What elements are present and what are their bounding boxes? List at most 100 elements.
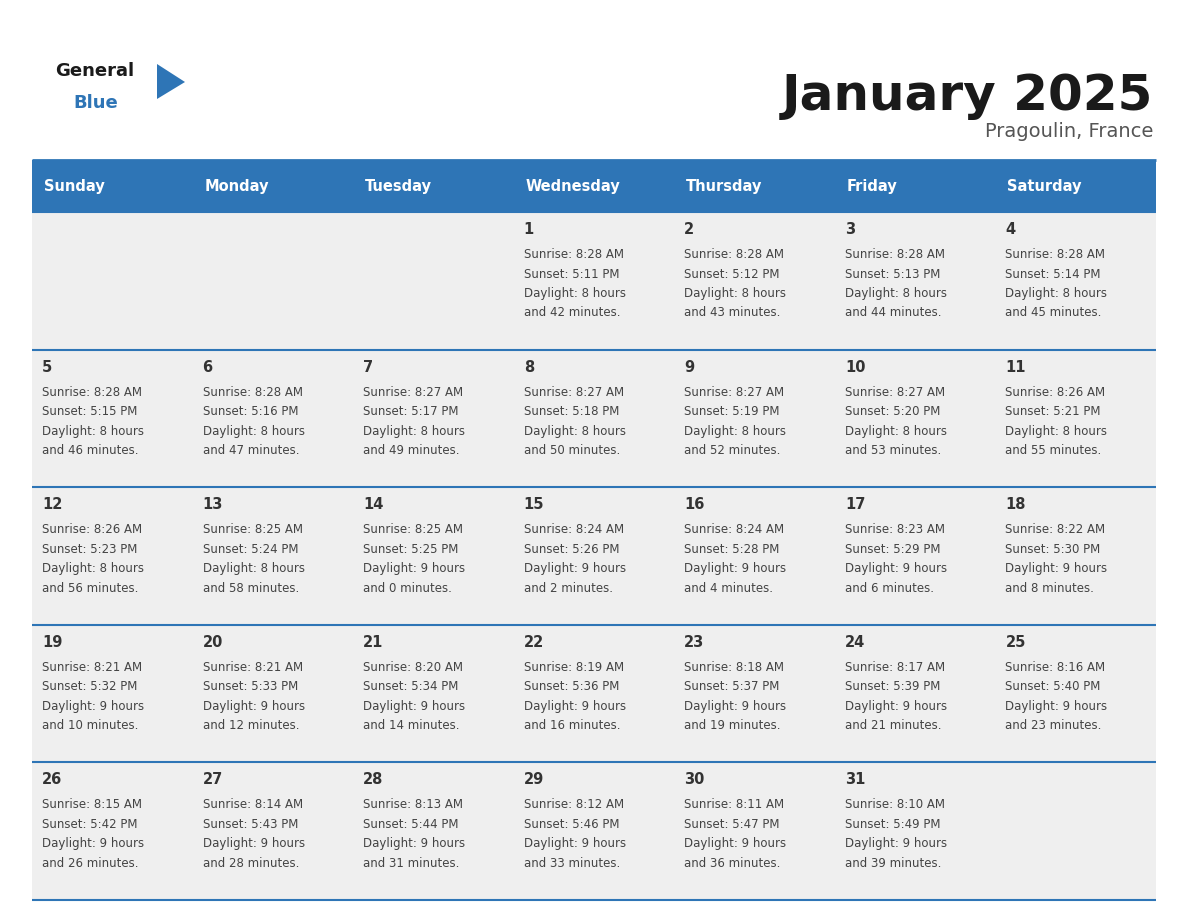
Text: Sunset: 5:42 PM: Sunset: 5:42 PM	[42, 818, 138, 831]
Text: Sunset: 5:47 PM: Sunset: 5:47 PM	[684, 818, 779, 831]
Bar	[32, 212, 1156, 350]
Text: Sunset: 5:24 PM: Sunset: 5:24 PM	[203, 543, 298, 555]
Text: Sunset: 5:11 PM: Sunset: 5:11 PM	[524, 267, 619, 281]
Text: 3: 3	[845, 222, 855, 237]
Text: and 52 minutes.: and 52 minutes.	[684, 444, 781, 457]
Text: Sunrise: 8:22 AM: Sunrise: 8:22 AM	[1005, 523, 1106, 536]
Text: Daylight: 9 hours: Daylight: 9 hours	[524, 837, 626, 850]
Text: and 28 minutes.: and 28 minutes.	[203, 856, 299, 870]
Polygon shape	[157, 64, 185, 99]
Text: Daylight: 8 hours: Daylight: 8 hours	[524, 425, 626, 438]
Text: 18: 18	[1005, 498, 1026, 512]
Text: Daylight: 8 hours: Daylight: 8 hours	[42, 425, 144, 438]
Text: Sunrise: 8:20 AM: Sunrise: 8:20 AM	[364, 661, 463, 674]
Text: and 26 minutes.: and 26 minutes.	[42, 856, 139, 870]
Text: Daylight: 8 hours: Daylight: 8 hours	[1005, 425, 1107, 438]
Text: 4: 4	[1005, 222, 1016, 237]
Text: Sunset: 5:33 PM: Sunset: 5:33 PM	[203, 680, 298, 693]
Text: Daylight: 9 hours: Daylight: 9 hours	[203, 700, 304, 712]
Text: Sunset: 5:29 PM: Sunset: 5:29 PM	[845, 543, 941, 555]
Text: Sunrise: 8:27 AM: Sunrise: 8:27 AM	[364, 386, 463, 398]
Text: Tuesday: Tuesday	[365, 178, 432, 194]
Bar	[32, 487, 1156, 625]
Text: Sunset: 5:13 PM: Sunset: 5:13 PM	[845, 267, 940, 281]
Text: 22: 22	[524, 635, 544, 650]
Text: Daylight: 9 hours: Daylight: 9 hours	[42, 837, 144, 850]
Text: Daylight: 9 hours: Daylight: 9 hours	[684, 700, 786, 712]
Text: Sunrise: 8:21 AM: Sunrise: 8:21 AM	[203, 661, 303, 674]
Text: 2: 2	[684, 222, 695, 237]
Text: and 56 minutes.: and 56 minutes.	[42, 582, 138, 595]
Text: and 36 minutes.: and 36 minutes.	[684, 856, 781, 870]
Text: Sunrise: 8:11 AM: Sunrise: 8:11 AM	[684, 799, 784, 812]
Text: 23: 23	[684, 635, 704, 650]
Text: Sunrise: 8:16 AM: Sunrise: 8:16 AM	[1005, 661, 1106, 674]
Text: 21: 21	[364, 635, 384, 650]
Text: Sunrise: 8:26 AM: Sunrise: 8:26 AM	[1005, 386, 1106, 398]
Text: 29: 29	[524, 772, 544, 788]
Text: and 42 minutes.: and 42 minutes.	[524, 307, 620, 319]
Text: Daylight: 9 hours: Daylight: 9 hours	[845, 700, 947, 712]
Text: Sunrise: 8:25 AM: Sunrise: 8:25 AM	[203, 523, 303, 536]
Text: 12: 12	[42, 498, 63, 512]
Text: 26: 26	[42, 772, 62, 788]
Text: Sunrise: 8:27 AM: Sunrise: 8:27 AM	[845, 386, 944, 398]
Text: and 49 minutes.: and 49 minutes.	[364, 444, 460, 457]
Text: Sunrise: 8:21 AM: Sunrise: 8:21 AM	[42, 661, 143, 674]
Text: Sunrise: 8:17 AM: Sunrise: 8:17 AM	[845, 661, 944, 674]
Text: and 6 minutes.: and 6 minutes.	[845, 582, 934, 595]
Text: 24: 24	[845, 635, 865, 650]
Text: Sunset: 5:30 PM: Sunset: 5:30 PM	[1005, 543, 1100, 555]
Text: 11: 11	[1005, 360, 1026, 375]
Text: Sunset: 5:17 PM: Sunset: 5:17 PM	[364, 405, 459, 418]
Text: Saturday: Saturday	[1007, 178, 1082, 194]
Bar	[32, 625, 1156, 763]
Text: Sunrise: 8:28 AM: Sunrise: 8:28 AM	[42, 386, 143, 398]
Bar	[32, 160, 1156, 212]
Text: Sunrise: 8:25 AM: Sunrise: 8:25 AM	[364, 523, 463, 536]
Text: Sunset: 5:15 PM: Sunset: 5:15 PM	[42, 405, 138, 418]
Text: and 10 minutes.: and 10 minutes.	[42, 720, 138, 733]
Text: Sunrise: 8:23 AM: Sunrise: 8:23 AM	[845, 523, 944, 536]
Text: Daylight: 9 hours: Daylight: 9 hours	[845, 562, 947, 576]
Text: 16: 16	[684, 498, 704, 512]
Text: and 55 minutes.: and 55 minutes.	[1005, 444, 1101, 457]
Text: Sunset: 5:12 PM: Sunset: 5:12 PM	[684, 267, 779, 281]
Text: Sunset: 5:28 PM: Sunset: 5:28 PM	[684, 543, 779, 555]
Text: Wednesday: Wednesday	[526, 178, 620, 194]
Text: Sunrise: 8:19 AM: Sunrise: 8:19 AM	[524, 661, 624, 674]
Text: 14: 14	[364, 498, 384, 512]
Text: Sunset: 5:39 PM: Sunset: 5:39 PM	[845, 680, 940, 693]
Text: Sunrise: 8:26 AM: Sunrise: 8:26 AM	[42, 523, 143, 536]
Text: Sunrise: 8:28 AM: Sunrise: 8:28 AM	[524, 248, 624, 261]
Text: Daylight: 8 hours: Daylight: 8 hours	[845, 287, 947, 300]
Text: Pragoulin, France: Pragoulin, France	[985, 122, 1154, 141]
Text: and 12 minutes.: and 12 minutes.	[203, 720, 299, 733]
Text: Daylight: 9 hours: Daylight: 9 hours	[524, 700, 626, 712]
Text: 7: 7	[364, 360, 373, 375]
Text: Daylight: 8 hours: Daylight: 8 hours	[524, 287, 626, 300]
Text: Sunrise: 8:12 AM: Sunrise: 8:12 AM	[524, 799, 624, 812]
Text: Daylight: 8 hours: Daylight: 8 hours	[203, 425, 304, 438]
Text: Sunset: 5:14 PM: Sunset: 5:14 PM	[1005, 267, 1101, 281]
Text: and 39 minutes.: and 39 minutes.	[845, 856, 941, 870]
Text: Sunset: 5:36 PM: Sunset: 5:36 PM	[524, 680, 619, 693]
Text: and 58 minutes.: and 58 minutes.	[203, 582, 299, 595]
Text: Sunday: Sunday	[44, 178, 105, 194]
Text: Sunset: 5:40 PM: Sunset: 5:40 PM	[1005, 680, 1101, 693]
Text: 17: 17	[845, 498, 865, 512]
Text: Daylight: 9 hours: Daylight: 9 hours	[1005, 700, 1107, 712]
Text: Daylight: 9 hours: Daylight: 9 hours	[1005, 562, 1107, 576]
Text: 28: 28	[364, 772, 384, 788]
Text: January 2025: January 2025	[782, 72, 1154, 120]
Text: Daylight: 9 hours: Daylight: 9 hours	[684, 837, 786, 850]
Text: Sunset: 5:43 PM: Sunset: 5:43 PM	[203, 818, 298, 831]
Text: Sunset: 5:21 PM: Sunset: 5:21 PM	[1005, 405, 1101, 418]
Text: 19: 19	[42, 635, 63, 650]
Text: Friday: Friday	[847, 178, 898, 194]
Text: 31: 31	[845, 772, 865, 788]
Text: Sunrise: 8:28 AM: Sunrise: 8:28 AM	[845, 248, 944, 261]
Text: 25: 25	[1005, 635, 1025, 650]
Text: 6: 6	[203, 360, 213, 375]
Text: Sunrise: 8:10 AM: Sunrise: 8:10 AM	[845, 799, 944, 812]
